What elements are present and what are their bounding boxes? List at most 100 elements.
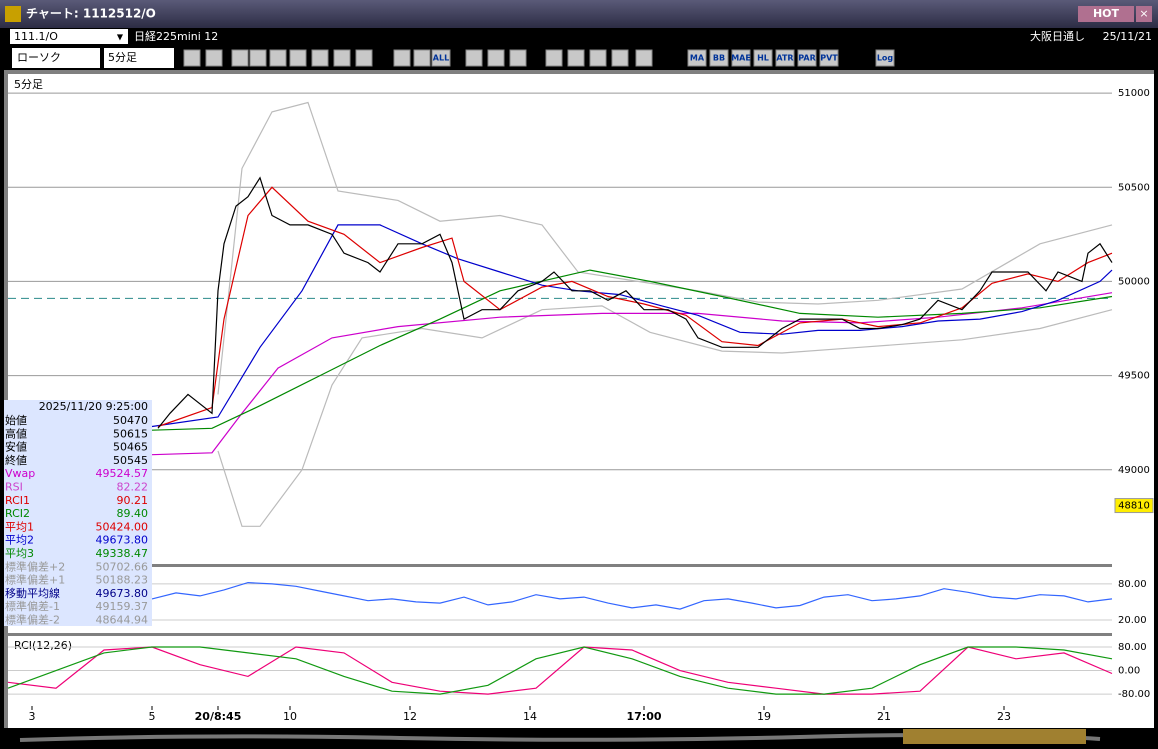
instrument-name: 日経225mini 12 bbox=[134, 30, 218, 43]
info-datetime: 2025/11/20 9:25:00 bbox=[39, 400, 148, 413]
interval-combobox[interactable] bbox=[104, 48, 174, 68]
tool-button[interactable] bbox=[413, 49, 431, 67]
close-icon: × bbox=[1139, 7, 1148, 20]
tool-button[interactable] bbox=[465, 49, 483, 67]
scroll-thumb[interactable] bbox=[903, 729, 1086, 744]
tool-label: ALL bbox=[433, 54, 449, 63]
x-tick-label: 14 bbox=[523, 710, 537, 723]
info-value: 50470 bbox=[113, 414, 148, 427]
tool-button[interactable] bbox=[611, 49, 629, 67]
tool-label: MAE bbox=[731, 54, 751, 63]
info-label: 平均1 bbox=[5, 520, 34, 533]
toolbar-icons: ALL MA BB MAE HL ATR PAR PVT Log bbox=[183, 49, 895, 67]
x-tick-label: 21 bbox=[877, 710, 891, 723]
info-label: RSI bbox=[5, 481, 23, 494]
tool-button[interactable] bbox=[393, 49, 411, 67]
tool-button[interactable] bbox=[589, 49, 607, 67]
tool-label: PAR bbox=[798, 54, 815, 63]
info-value: 50615 bbox=[113, 427, 148, 440]
series-line bbox=[151, 224, 1113, 428]
x-tick-label: 10 bbox=[283, 710, 297, 723]
tool-button[interactable] bbox=[269, 49, 287, 67]
tool-button[interactable] bbox=[487, 49, 505, 67]
y-tick-label: 0.00 bbox=[1118, 666, 1140, 677]
tool-button[interactable] bbox=[819, 49, 839, 67]
interval-caption: 5分足 bbox=[14, 78, 43, 91]
x-tick-label: 20/8:45 bbox=[195, 710, 242, 723]
tool-label: BB bbox=[713, 54, 725, 63]
tool-button[interactable] bbox=[797, 49, 817, 67]
symbol-combobox[interactable] bbox=[10, 29, 128, 44]
info-value: 49338.47 bbox=[96, 547, 149, 560]
series-line bbox=[217, 305, 1113, 527]
y-tick-label: 51000 bbox=[1118, 88, 1150, 99]
price-panel bbox=[8, 74, 1112, 564]
tool-button[interactable] bbox=[205, 49, 223, 67]
tool-button[interactable] bbox=[687, 49, 707, 67]
series-line bbox=[151, 292, 1113, 456]
info-label: 始値 bbox=[5, 413, 27, 427]
info-value: 50702.66 bbox=[96, 560, 149, 573]
tool-button[interactable] bbox=[545, 49, 563, 67]
x-tick-label: 23 bbox=[997, 710, 1011, 723]
tool-button[interactable] bbox=[249, 49, 267, 67]
info-label: 標準偏差-2 bbox=[5, 613, 60, 627]
info-label: RCI2 bbox=[5, 507, 30, 520]
tool-button[interactable] bbox=[355, 49, 373, 67]
tool-label: HL bbox=[757, 54, 769, 63]
tool-button[interactable] bbox=[431, 49, 451, 67]
info-label: 平均2 bbox=[5, 534, 34, 547]
tool-label: ATR bbox=[776, 54, 793, 63]
tool-button[interactable] bbox=[875, 49, 895, 67]
info-panel bbox=[4, 400, 152, 626]
info-value: 49524.57 bbox=[96, 467, 149, 480]
tool-button[interactable] bbox=[311, 49, 329, 67]
time-axis bbox=[8, 706, 1154, 728]
chart-type-combobox[interactable] bbox=[12, 48, 100, 68]
hot-label: HOT bbox=[1093, 7, 1120, 20]
tool-button[interactable] bbox=[775, 49, 795, 67]
tool-button[interactable] bbox=[709, 49, 729, 67]
tool-button[interactable] bbox=[567, 49, 585, 67]
info-value: 50545 bbox=[113, 454, 148, 467]
y-tick-label: 49500 bbox=[1118, 371, 1150, 382]
info-label: 標準偏差+2 bbox=[5, 559, 65, 573]
tool-button[interactable] bbox=[231, 49, 249, 67]
app-icon bbox=[5, 6, 21, 22]
tool-button[interactable] bbox=[183, 49, 201, 67]
info-value: 90.21 bbox=[117, 494, 149, 507]
info-value: 48644.94 bbox=[96, 614, 149, 627]
hot-button[interactable] bbox=[1078, 6, 1134, 22]
x-tick-label: 19 bbox=[757, 710, 771, 723]
x-tick-label: 17:00 bbox=[626, 710, 661, 723]
date: 25/11/21 bbox=[1103, 30, 1152, 43]
title-bar bbox=[0, 0, 1158, 28]
tool-button[interactable] bbox=[635, 49, 653, 67]
interval: 5分足 bbox=[108, 51, 137, 64]
y-tick-label: 50000 bbox=[1118, 276, 1150, 287]
x-tick-label: 5 bbox=[149, 710, 156, 723]
y-tick-label: -80.00 bbox=[1118, 689, 1150, 700]
info-label: Vwap bbox=[5, 467, 35, 480]
tool-button[interactable] bbox=[289, 49, 307, 67]
series-line bbox=[157, 176, 1113, 429]
last-price-label: 48810 bbox=[1118, 501, 1150, 512]
series-line bbox=[217, 101, 1113, 395]
session: 大阪日通し bbox=[1030, 29, 1085, 43]
info-label: 移動平均線 bbox=[5, 586, 60, 600]
info-label: RCI1 bbox=[5, 494, 30, 507]
info-label: 安値 bbox=[5, 440, 27, 454]
info-value: 89.40 bbox=[117, 507, 149, 520]
info-label: 高値 bbox=[5, 426, 27, 440]
tool-button[interactable] bbox=[731, 49, 751, 67]
close-button[interactable] bbox=[1136, 6, 1152, 22]
last-price-tag bbox=[1114, 498, 1154, 514]
tool-button[interactable] bbox=[753, 49, 773, 67]
y-tick-label: 80.00 bbox=[1118, 642, 1147, 653]
series-line bbox=[151, 269, 1113, 431]
chart-type: ローソク bbox=[17, 51, 61, 64]
tool-button[interactable] bbox=[333, 49, 351, 67]
tool-button[interactable] bbox=[509, 49, 527, 67]
info-label: 標準偏差-1 bbox=[5, 599, 60, 613]
